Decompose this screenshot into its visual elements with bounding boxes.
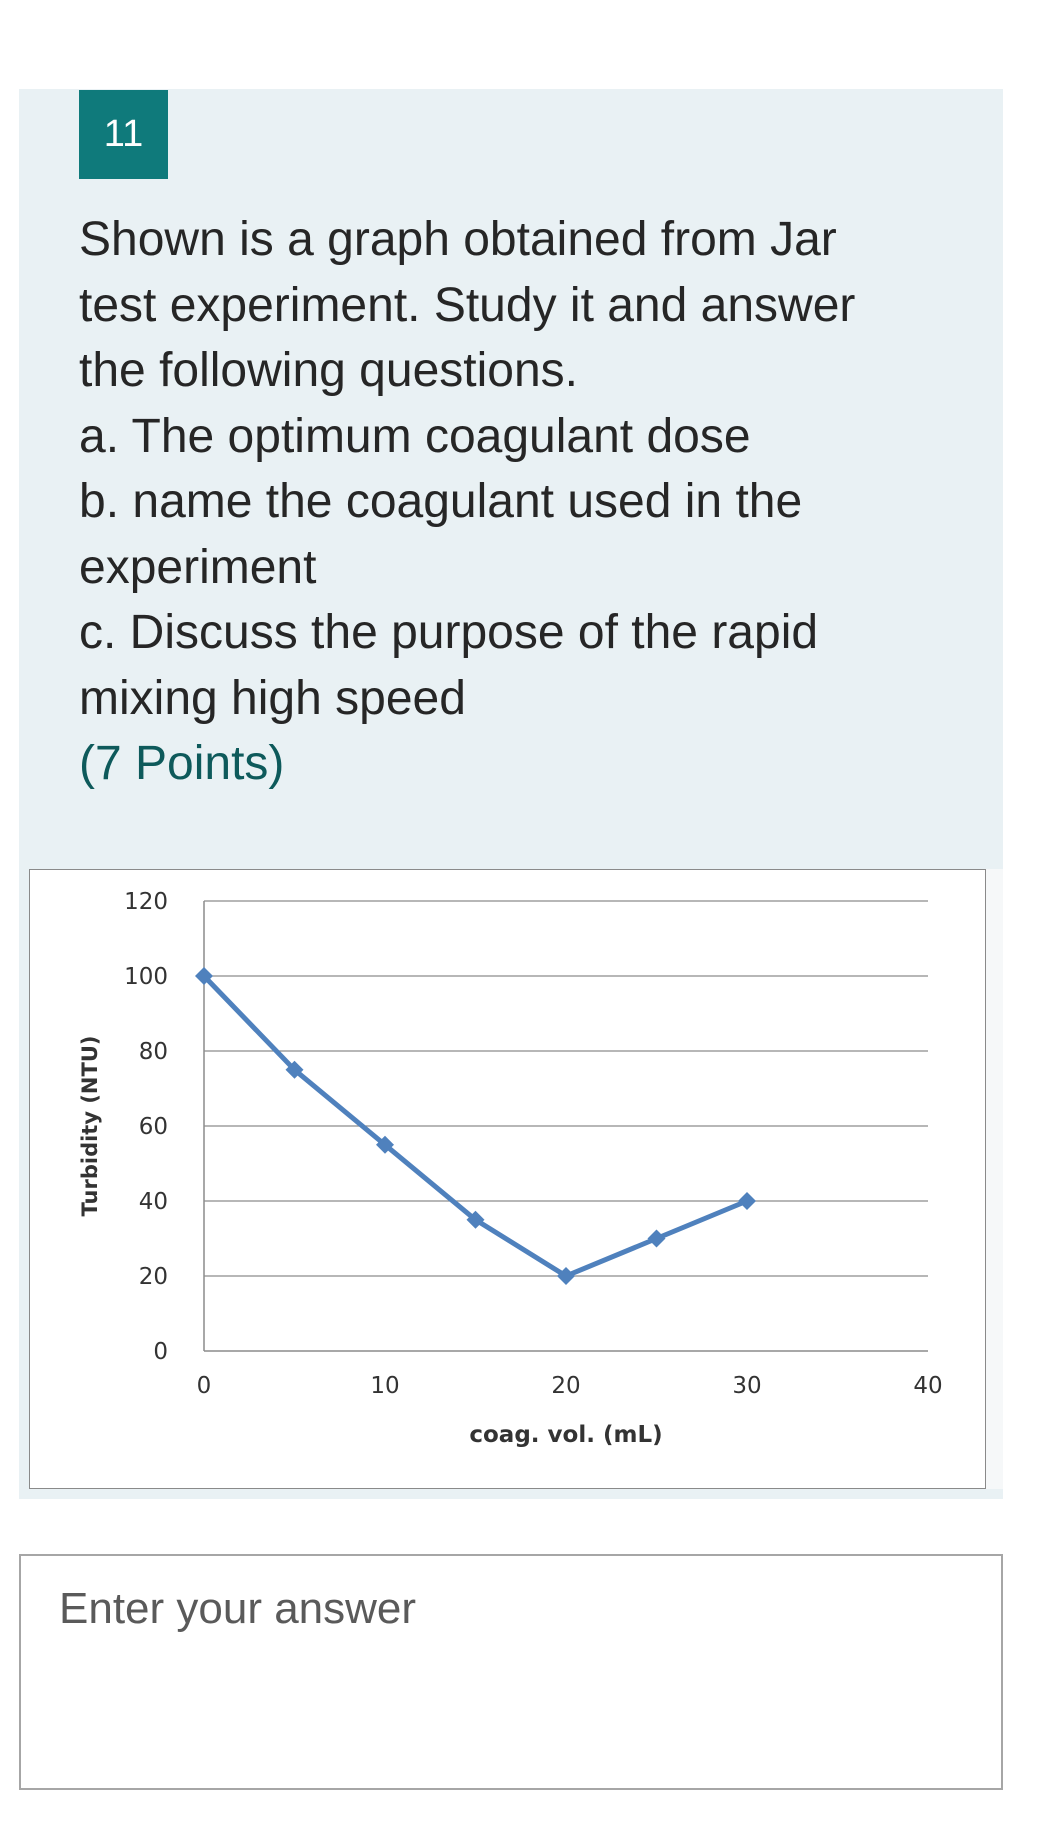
chart-data-point	[195, 967, 213, 985]
chart-y-tick-label: 60	[139, 1114, 168, 1140]
chart-data-point	[557, 1267, 575, 1285]
chart-y-tick-label: 0	[153, 1339, 168, 1365]
question-text-line: a. The optimum coagulant dose	[79, 409, 751, 463]
chart-image: 0 20 40 60 80 100 120 0 10 20 30 40 coag. vol. (mL) T…	[29, 869, 986, 1489]
chart-y-tick-label: 80	[139, 1039, 168, 1065]
chart-y-tick-label: 40	[139, 1189, 168, 1215]
chart-data-point	[285, 1060, 304, 1079]
question-number-badge: 11	[79, 90, 168, 179]
chart-x-tick-label: 30	[732, 1373, 761, 1399]
chart-data-point	[376, 1135, 394, 1154]
turbidity-chart: 0 20 40 60 80 100 120 0 10 20 30 40 coag. vol. (mL) T…	[78, 889, 943, 1448]
chart-x-tick-label: 40	[913, 1373, 942, 1399]
chart-y-tick-label: 120	[124, 889, 168, 915]
question-text: Shown is a graph obtained from Jar test …	[79, 207, 959, 731]
question-text-line: b. name the coagulant used in the	[79, 475, 803, 528]
question-text-line: Shown is a graph obtained from Jar	[79, 213, 837, 266]
question-text-line: test experiment. Study it and answer	[79, 278, 856, 332]
chart-x-tick-label: 20	[551, 1373, 580, 1399]
chart-data-point	[738, 1192, 756, 1210]
chart-y-tick-label: 100	[124, 964, 168, 990]
chart-image-edge	[986, 869, 1003, 1489]
question-text-line: mixing high speed	[79, 671, 466, 725]
question-points: (7 Points)	[79, 737, 285, 790]
question-card: 11 Shown is a graph obtained from Jar te…	[19, 89, 1003, 1499]
chart-x-axis-label: coag. vol. (mL)	[469, 1422, 662, 1448]
chart-y-axis-label: Turbidity (NTU)	[78, 1036, 102, 1217]
chart-data-point	[466, 1210, 485, 1229]
chart-x-tick-label: 10	[370, 1373, 399, 1399]
chart-y-tick-label: 20	[139, 1264, 168, 1290]
answer-input[interactable]	[19, 1554, 1003, 1790]
question-text-line: the following questions.	[79, 344, 578, 397]
question-text-line: c. Discuss the purpose of the rapid	[79, 606, 819, 659]
chart-x-tick-label: 0	[197, 1373, 212, 1399]
chart-data-point	[647, 1229, 666, 1248]
question-text-line: experiment	[79, 540, 317, 594]
